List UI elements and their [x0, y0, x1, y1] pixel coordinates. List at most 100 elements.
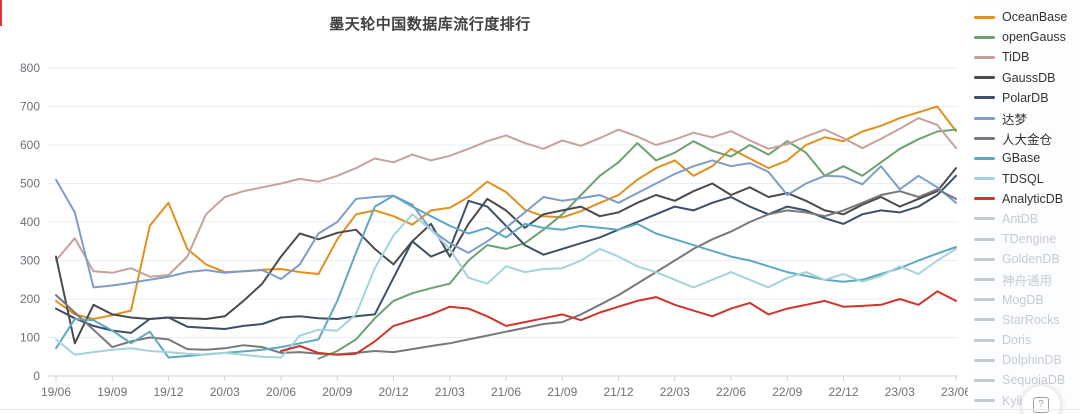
legend-label: TiDB — [1002, 50, 1030, 65]
series-line-openGauss — [317, 128, 957, 360]
x-axis-label: 21/03 — [435, 385, 465, 399]
legend-item-MogDB[interactable]: MogDB — [974, 290, 1080, 310]
series-line-OceanBase — [55, 105, 957, 320]
x-axis-label: 22/03 — [660, 385, 690, 399]
x-axis-label: 20/12 — [378, 385, 408, 399]
legend-line-swatch — [974, 257, 995, 261]
series-line-PolarDB — [55, 174, 957, 334]
chart-title: 墨天轮中国数据库流行度排行 — [329, 16, 531, 33]
y-axis-label: 600 — [20, 138, 40, 152]
legend-item-人大金仓[interactable]: 人大金仓 — [974, 128, 1080, 148]
x-axis-label: 21/06 — [491, 385, 521, 399]
legend-item-AntDB[interactable]: AntDB — [974, 209, 1080, 229]
legend-label: 神舟通用 — [1002, 274, 1053, 289]
series-line-人大金仓 — [55, 188, 957, 356]
x-axis-label: 22/06 — [716, 385, 746, 399]
y-axis-label: 700 — [20, 100, 40, 114]
legend-item-TDengine[interactable]: TDengine — [974, 229, 1080, 249]
y-axis-label: 0 — [33, 369, 40, 383]
legend-line-swatch — [974, 35, 995, 39]
legend-line-swatch — [974, 136, 995, 140]
legend-item-openGauss[interactable]: openGauss — [974, 27, 1080, 47]
y-axis-label: 100 — [20, 331, 40, 345]
x-axis-label: 21/09 — [547, 385, 577, 399]
legend-item-OceanBase[interactable]: OceanBase — [974, 7, 1080, 27]
x-axis-label: 20/03 — [210, 385, 240, 399]
legend-item-GBase[interactable]: GBase — [974, 148, 1080, 168]
legend-line-swatch — [974, 217, 995, 221]
legend-item-GoldenDB[interactable]: GoldenDB — [974, 249, 1080, 269]
legend-label: GaussDB — [1002, 70, 1056, 85]
legend-line-swatch — [974, 298, 995, 302]
legend-line-swatch — [974, 378, 995, 382]
legend-label: MogDB — [1002, 292, 1044, 307]
x-axis-label: 19/12 — [153, 385, 183, 399]
edge-red-sliver — [0, 0, 2, 26]
y-axis-label: 300 — [20, 254, 40, 268]
legend-line-swatch — [974, 278, 995, 282]
legend-label: DolphinDB — [1002, 353, 1062, 368]
legend-label: SequoiaDB — [1002, 373, 1066, 388]
y-axis-label: 800 — [20, 61, 40, 75]
legend-item-SequoiaDB[interactable]: SequoiaDB — [974, 370, 1080, 390]
legend-item-AnalyticDB[interactable]: AnalyticDB — [974, 189, 1080, 209]
series-line-AnalyticDB — [280, 290, 957, 356]
legend-item-达梦[interactable]: 达梦 — [974, 108, 1080, 128]
legend-label: TDengine — [1002, 232, 1057, 247]
legend-line-swatch — [974, 318, 995, 322]
series-line-GBase — [55, 194, 957, 359]
legend-line-swatch — [974, 76, 995, 80]
legend-label: openGauss — [1002, 30, 1066, 45]
legend-label: Doris — [1002, 333, 1032, 348]
x-axis-label: 23/03 — [885, 385, 915, 399]
legend-line-swatch — [974, 338, 995, 342]
line-chart-canvas[interactable]: 0 100 200 300 400 500 600 700 800 19/06 19/09 19/12… — [0, 0, 968, 414]
legend-item-PolarDB[interactable]: PolarDB — [974, 88, 1080, 108]
legend-line-swatch — [974, 237, 995, 241]
x-axis-label: 19/06 — [41, 385, 71, 399]
legend-item-Doris[interactable]: Doris — [974, 330, 1080, 350]
series-line-GaussDB — [55, 167, 957, 345]
x-axis-label: 22/09 — [772, 385, 802, 399]
legend-label: 人大金仓 — [1002, 132, 1053, 147]
legend-line-swatch — [974, 197, 995, 201]
legend-label: TDSQL — [1002, 171, 1044, 186]
legend-line-swatch — [974, 156, 995, 160]
x-axis-label: 20/06 — [266, 385, 296, 399]
series-line-达梦 — [55, 159, 957, 289]
legend-line-swatch — [974, 177, 995, 181]
legend-line-swatch — [974, 116, 995, 120]
legend-item-神舟通用[interactable]: 神舟通用 — [974, 269, 1080, 289]
x-axis-label: 19/09 — [97, 385, 127, 399]
legend-label: AnalyticDB — [1002, 191, 1064, 206]
legend-line-swatch — [974, 358, 995, 362]
y-axis-label: 400 — [20, 215, 40, 229]
series-line-TiDB — [55, 117, 957, 278]
legend-label: AntDB — [1002, 211, 1039, 226]
chart-legend: OceanBase openGauss TiDB GaussDB PolarDB 达梦人大… — [974, 7, 1080, 414]
legend-line-swatch — [974, 55, 995, 59]
legend-label: 达梦 — [1002, 112, 1028, 127]
legend-label: OceanBase — [1002, 10, 1068, 25]
legend-label: GoldenDB — [1002, 252, 1060, 267]
y-axis-label: 200 — [20, 292, 40, 306]
series-line-TDSQL — [55, 213, 957, 359]
legend-item-DolphinDB[interactable]: DolphinDB — [974, 350, 1080, 370]
legend-item-TDSQL[interactable]: TDSQL — [974, 169, 1080, 189]
y-axis-label: 500 — [20, 177, 40, 191]
legend-label: StarRocks — [1002, 312, 1060, 327]
legend-label: GBase — [1002, 151, 1041, 166]
legend-line-swatch — [974, 96, 995, 100]
x-axis-label: 23/06 — [941, 385, 968, 399]
legend-line-swatch — [974, 15, 995, 19]
x-axis-label: 22/12 — [828, 385, 858, 399]
legend-item-StarRocks[interactable]: StarRocks — [974, 310, 1080, 330]
legend-item-GaussDB[interactable]: GaussDB — [974, 68, 1080, 88]
legend-line-swatch — [974, 399, 995, 403]
x-axis-label: 20/09 — [322, 385, 352, 399]
x-axis-label: 21/12 — [603, 385, 633, 399]
legend-item-TiDB[interactable]: TiDB — [974, 47, 1080, 67]
question-mark-icon: ? — [1033, 397, 1049, 413]
bottom-divider — [0, 409, 1080, 410]
